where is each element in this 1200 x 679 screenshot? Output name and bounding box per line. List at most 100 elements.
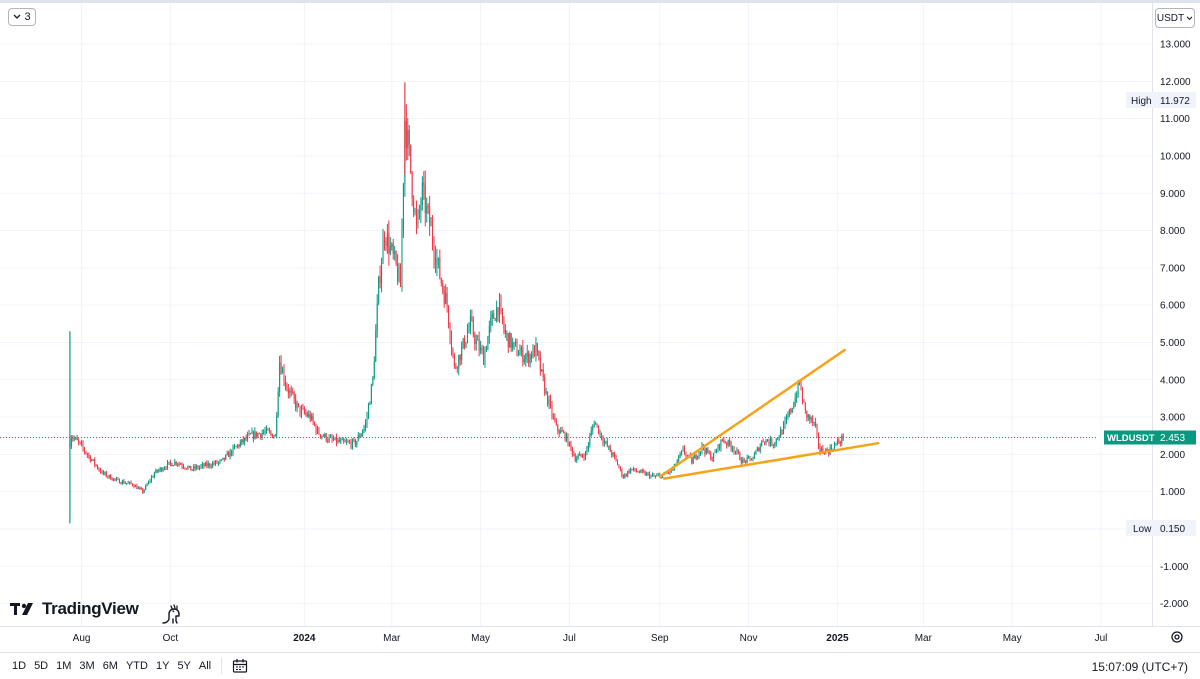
range-button-all[interactable]: All (198, 660, 212, 672)
price-chart[interactable]: 13.000 12.000 11.000 10.000 9.000 8.000 7.000 6… (0, 0, 1200, 652)
candle-body (822, 448, 824, 453)
candle-body (564, 432, 566, 440)
candle-body (520, 347, 522, 352)
candle-body (213, 463, 215, 465)
candle-body (817, 433, 819, 446)
chart-settings-button[interactable] (1168, 628, 1186, 646)
candle-body (515, 342, 517, 344)
tradingview-logo[interactable]: TradingView (10, 599, 139, 619)
candle-body (573, 454, 575, 456)
candle-body (210, 466, 212, 468)
price-tick-label: -2.000 (1160, 599, 1189, 610)
candle-body (268, 430, 270, 432)
candle-body (548, 399, 550, 405)
candle-body (300, 408, 302, 414)
candle-body (721, 439, 723, 441)
candle-body (206, 462, 208, 467)
candle-body (359, 435, 361, 437)
candle-body (394, 251, 396, 254)
range-button-3m[interactable]: 3M (79, 660, 95, 672)
go-to-date-button[interactable] (228, 655, 252, 677)
candle-body (496, 307, 498, 321)
candle-body (778, 437, 780, 439)
time-tick-label: Mar (383, 633, 401, 644)
range-button-6m[interactable]: 6M (102, 660, 118, 672)
candle-body (816, 426, 818, 434)
candle-body (517, 355, 519, 357)
currency-label: USDT (1156, 12, 1185, 24)
candle-body (695, 455, 697, 459)
candle-body (732, 448, 734, 450)
candle-body (146, 484, 148, 486)
candle-body (143, 489, 145, 493)
candle-body (129, 481, 131, 483)
candle-body (231, 450, 233, 455)
candle-body (220, 459, 222, 461)
candle-body (771, 438, 773, 446)
candle-body (456, 367, 458, 369)
candle-body (381, 263, 383, 284)
candle-body (245, 437, 247, 440)
candle-body (777, 438, 779, 440)
range-button-1d[interactable]: 1D (12, 660, 27, 672)
candle-body (547, 391, 549, 405)
bottom-toolbar: 1D 5D 1M 3M 6M YTD 1Y 5Y All 15:07:09 (UTC+7) (0, 652, 1200, 679)
candle-body (236, 444, 238, 447)
time-axis[interactable]: Aug Oct 2024 Mar May Jul Sep Nov 2025 Mar May Jul (73, 633, 1108, 644)
candle-body (373, 362, 375, 378)
range-button-ytd[interactable]: YTD (125, 660, 148, 672)
candle-body (755, 450, 757, 455)
candle-body (697, 456, 699, 459)
candle-body (175, 461, 177, 465)
candle-body (242, 439, 244, 443)
candle-body (774, 443, 776, 446)
currency-selector[interactable]: USDT (1155, 8, 1195, 28)
candle-body (583, 456, 585, 459)
price-axis[interactable]: 13.000 12.000 11.000 10.000 9.000 8.000 7.000 6… (1160, 40, 1191, 611)
candle-body (526, 352, 528, 357)
price-tick-label: -1.000 (1160, 562, 1189, 573)
candle-body (158, 470, 160, 472)
candle-body (153, 473, 155, 477)
candle-body (465, 342, 467, 347)
candle-body (705, 448, 707, 454)
candle-body (813, 421, 815, 423)
candle-body (70, 438, 72, 448)
price-tick-label: 13.000 (1160, 40, 1191, 51)
price-tick-label: 3.000 (1160, 413, 1185, 424)
candle-body (823, 452, 825, 455)
candle-body (267, 428, 269, 431)
trendline-lower[interactable] (662, 441, 880, 480)
candle-body (800, 383, 802, 390)
candle-body (767, 439, 769, 442)
collapse-indicators-button[interactable]: 3 (8, 8, 36, 26)
candle-body (174, 461, 176, 466)
trendlines[interactable] (658, 348, 880, 480)
candle-body (334, 437, 336, 440)
range-button-5d[interactable]: 5D (34, 660, 49, 672)
range-button-1m[interactable]: 1M (56, 660, 72, 672)
candle-body (622, 475, 624, 478)
candle-body (416, 211, 418, 225)
candle-body (445, 292, 447, 304)
range-button-5y[interactable]: 5Y (177, 660, 191, 672)
candle-body (740, 460, 742, 463)
candle-body (480, 347, 482, 351)
candle-body (193, 466, 195, 470)
candle-body (672, 468, 674, 471)
candle-body (439, 258, 441, 279)
candle-body (522, 347, 524, 362)
trendline-upper[interactable] (658, 348, 846, 479)
candle-body (625, 474, 627, 476)
candle-body (388, 232, 390, 254)
candle-body (682, 448, 684, 451)
candle-body (260, 433, 262, 438)
candle-body (683, 448, 686, 454)
candle-body (414, 211, 416, 213)
candle-body (274, 434, 276, 437)
range-button-1y[interactable]: 1Y (155, 660, 170, 672)
clock-timezone[interactable]: 15:07:09 (UTC+7) (1091, 659, 1188, 674)
candle-body (453, 354, 455, 366)
high-value: 11.972 (1160, 96, 1190, 107)
